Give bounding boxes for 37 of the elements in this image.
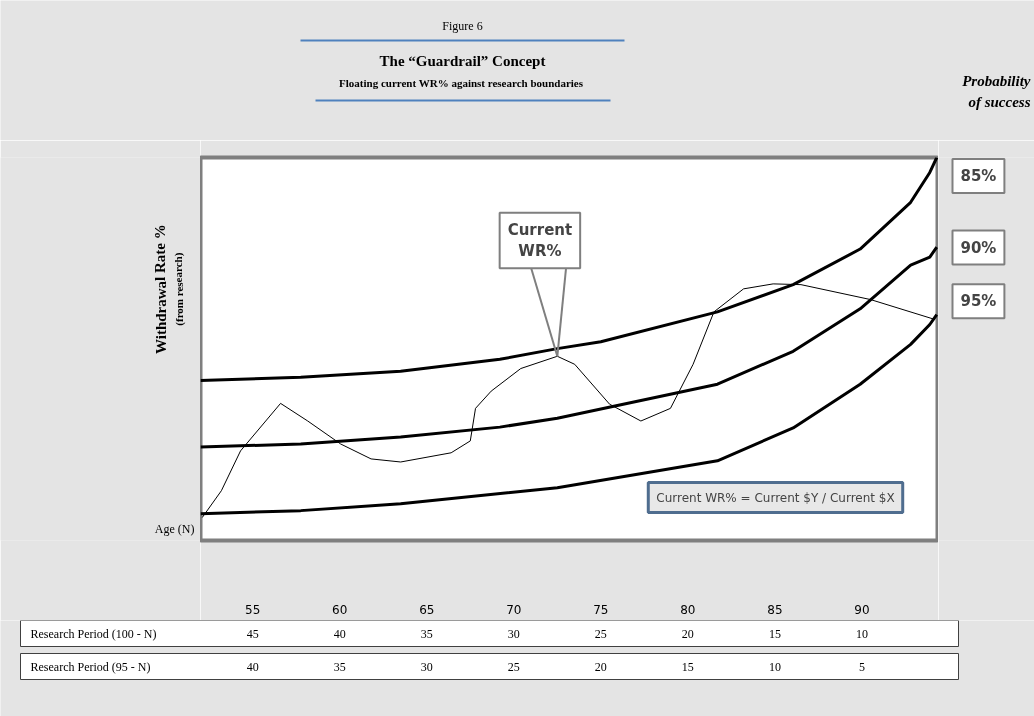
text: 25 (594, 626, 607, 641)
text: Research Period (100 - N) (30, 626, 157, 641)
legend-title: Probability of success (962, 72, 1031, 110)
x-tick-label: 70 (506, 602, 522, 617)
annotation: Current WR% = Current $Y / Current $X (656, 490, 895, 505)
x-tick-label: 90 (854, 602, 870, 617)
text: 30 (507, 626, 520, 641)
text: 20 (681, 626, 694, 641)
x-tick-label: 65 (419, 602, 435, 617)
text: 40 (246, 659, 259, 674)
text: 30 (420, 659, 433, 674)
x-tick-label: 85 (767, 602, 783, 617)
text: 15 (681, 659, 694, 674)
text: 10 (768, 659, 781, 674)
y-axis-title: Withdrawal Rate % (from research) (152, 224, 186, 355)
text: 40 (333, 626, 346, 641)
x-tick-label: 60 (332, 602, 348, 617)
text: Research Period (95 - N) (30, 659, 151, 674)
caption: Figure 6 (442, 18, 483, 33)
x-tick-label: 75 (593, 602, 609, 617)
series-label: 95% (960, 292, 997, 311)
text: 45 (246, 626, 259, 641)
text: Current WR% (507, 220, 573, 261)
text: 20 (594, 659, 607, 674)
series-label: 85% (960, 167, 997, 186)
chart-title: The “Guardrail” Concept (379, 52, 546, 69)
text: 5 (858, 659, 865, 674)
text: 10 (855, 626, 868, 641)
series-label: 90% (960, 238, 997, 257)
chart-subtitle: Floating current WR% against research boundaries (339, 76, 584, 89)
x-tick-label: 55 (245, 602, 261, 617)
x-tick-label: 80 (680, 602, 696, 617)
text: 35 (420, 626, 433, 641)
text: 15 (768, 626, 781, 641)
x-axis-title: Age (N) (154, 522, 195, 537)
text: 25 (507, 659, 520, 674)
text: 35 (333, 659, 346, 674)
